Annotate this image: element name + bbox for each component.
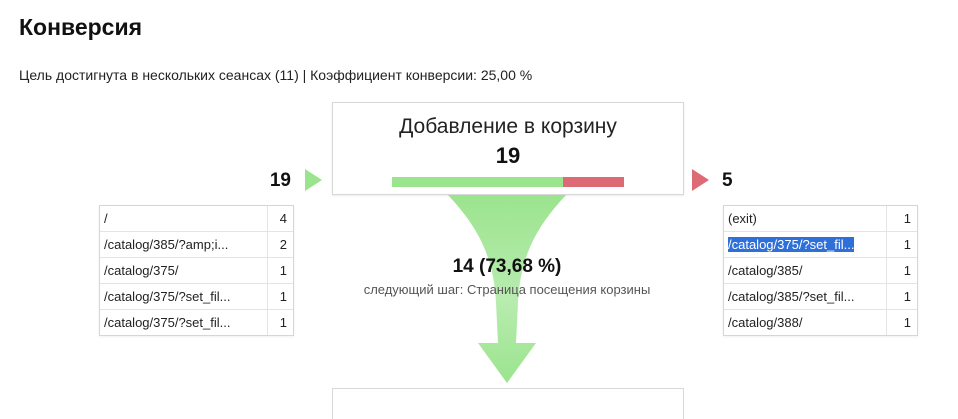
exit-path-count: 1 [903, 289, 911, 304]
exit-arrow-icon [692, 169, 709, 191]
entrance-path[interactable]: /catalog/375/?set_fil... [100, 284, 268, 309]
table-row[interactable]: /catalog/375/?set_fil... 1 [100, 284, 293, 310]
conversion-count: 14 (73,68 %) [452, 256, 562, 277]
funnel-flow-shape [448, 195, 566, 383]
step-progress-bar [392, 177, 624, 187]
exit-path-count: 1 [903, 263, 911, 278]
exit-path[interactable]: /catalog/385/ [724, 258, 887, 283]
exit-path-count: 1 [903, 211, 911, 226]
exit-count: 5 [722, 170, 733, 191]
entrance-path-count: 4 [279, 211, 287, 226]
table-row[interactable]: /catalog/388/ 1 [724, 310, 917, 335]
selected-text[interactable]: /catalog/375/?set_fil... [728, 237, 855, 252]
exit-path[interactable]: /catalog/385/?set_fil... [724, 284, 887, 309]
entrance-path[interactable]: /catalog/375/?set_fil... [100, 310, 268, 335]
page-title: Конверсия [19, 14, 143, 40]
conversion-summary: Цель достигнута в нескольких сеансах (11… [19, 67, 533, 83]
exit-bar-segment [562, 177, 624, 187]
table-row[interactable]: / 4 [100, 206, 293, 232]
next-step-card[interactable] [332, 388, 684, 419]
entrance-path-count: 1 [279, 263, 287, 278]
exit-path[interactable]: /catalog/388/ [724, 310, 887, 335]
entrance-arrow-icon [305, 169, 322, 191]
funnel-step-card[interactable]: Добавление в корзину 19 [332, 102, 684, 195]
entrance-path-count: 1 [279, 315, 287, 330]
entrance-path[interactable]: / [100, 206, 268, 231]
exit-path-count: 1 [903, 315, 911, 330]
exit-path-count: 1 [903, 237, 911, 252]
continue-bar-segment [392, 177, 563, 187]
step-name: Добавление в корзину [399, 115, 617, 138]
entrance-path-count: 2 [279, 237, 287, 252]
table-row[interactable]: /catalog/385/?amp;i... 2 [100, 232, 293, 258]
next-step-label: следующий шаг: Страница посещения корзин… [363, 282, 651, 297]
entrance-path-count: 1 [279, 289, 287, 304]
entrance-path[interactable]: /catalog/385/?amp;i... [100, 232, 268, 257]
table-row[interactable]: /catalog/385/ 1 [724, 258, 917, 284]
table-row[interactable]: /catalog/375/?set_fil... 1 [100, 310, 293, 335]
step-count: 19 [495, 143, 521, 168]
exit-path-selected[interactable]: /catalog/375/?set_fil... [724, 232, 887, 257]
entrance-sources-table: / 4 /catalog/385/?amp;i... 2 /catalog/37… [99, 205, 294, 336]
table-row[interactable]: /catalog/375/?set_fil... 1 [724, 232, 917, 258]
entrance-path[interactable]: /catalog/375/ [100, 258, 268, 283]
exit-destinations-table: (exit) 1 /catalog/375/?set_fil... 1 /cat… [723, 205, 918, 336]
exit-path[interactable]: (exit) [724, 206, 887, 231]
table-row[interactable]: /catalog/375/ 1 [100, 258, 293, 284]
table-row[interactable]: /catalog/385/?set_fil... 1 [724, 284, 917, 310]
table-row[interactable]: (exit) 1 [724, 206, 917, 232]
entrance-count: 19 [269, 170, 291, 191]
